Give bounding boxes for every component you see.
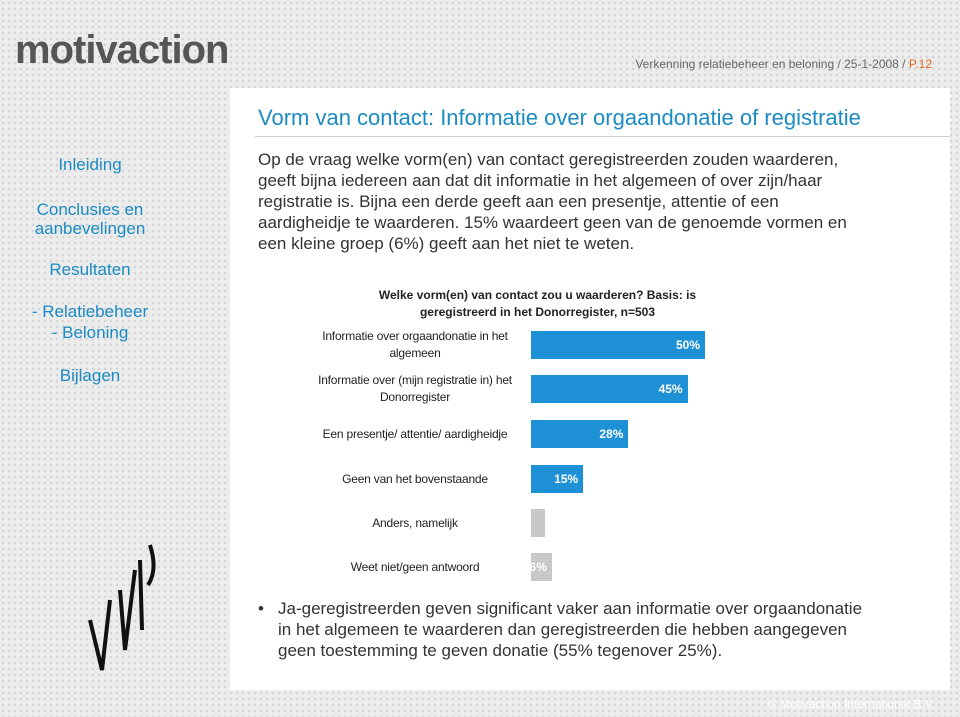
- chart-title: Welke vorm(en) van contact zou u waarder…: [378, 288, 697, 319]
- breadcrumb: Verkenning relatiebeheer en beloning / 2…: [635, 57, 932, 71]
- bar: [531, 465, 584, 493]
- category-label: Anders, namelijk: [372, 515, 458, 530]
- category-label: Informatie over orgaandonatie in het alg…: [322, 329, 508, 360]
- nav-item: - Relatiebeheer: [31, 302, 149, 321]
- breadcrumb-text: Verkenning relatiebeheer en beloning / 2…: [635, 57, 906, 71]
- bar: [531, 509, 545, 537]
- category-label: Informatie over (mijn registratie in) he…: [318, 373, 512, 404]
- bullet-text: Ja-geregistreerden geven significant vak…: [278, 599, 863, 660]
- value-label: 28%: [599, 427, 624, 441]
- page-number: P.12: [908, 57, 932, 71]
- nav-item: Bijlagen: [59, 366, 121, 385]
- nav-item: Inleiding: [58, 155, 122, 174]
- bullet-item: • Ja-geregistreerden geven significant va…: [258, 598, 868, 661]
- category-label: Geen van het bovenstaande: [342, 471, 488, 486]
- slide-title: Vorm van contact: Informatie over orgaan…: [258, 105, 861, 130]
- footer: © Motivaction International B.V.: [767, 697, 935, 711]
- value-label: 6%: [529, 560, 547, 574]
- bar: [531, 375, 688, 403]
- intro-text: Op de vraag welke vorm(en) van contact g…: [258, 150, 847, 253]
- bar: [531, 553, 552, 581]
- signature: [88, 544, 156, 671]
- value-label: 50%: [675, 338, 700, 352]
- nav-item: Conclusies en aanbevelingen: [34, 200, 146, 238]
- category-label: Weet niet/geen antwoord: [350, 559, 480, 574]
- title-rule: [255, 136, 950, 137]
- nav-item: - Beloning: [51, 323, 129, 342]
- bullet-symbol: •: [258, 599, 264, 618]
- bar: [531, 420, 629, 448]
- nav-item: Resultaten: [49, 260, 131, 279]
- bar: [531, 331, 705, 359]
- value-label: 45%: [658, 382, 683, 396]
- category-label: Een presentje/ attentie/ aardigheidje: [322, 426, 508, 441]
- logo: motivaction: [15, 28, 229, 72]
- value-label: 15%: [554, 472, 579, 486]
